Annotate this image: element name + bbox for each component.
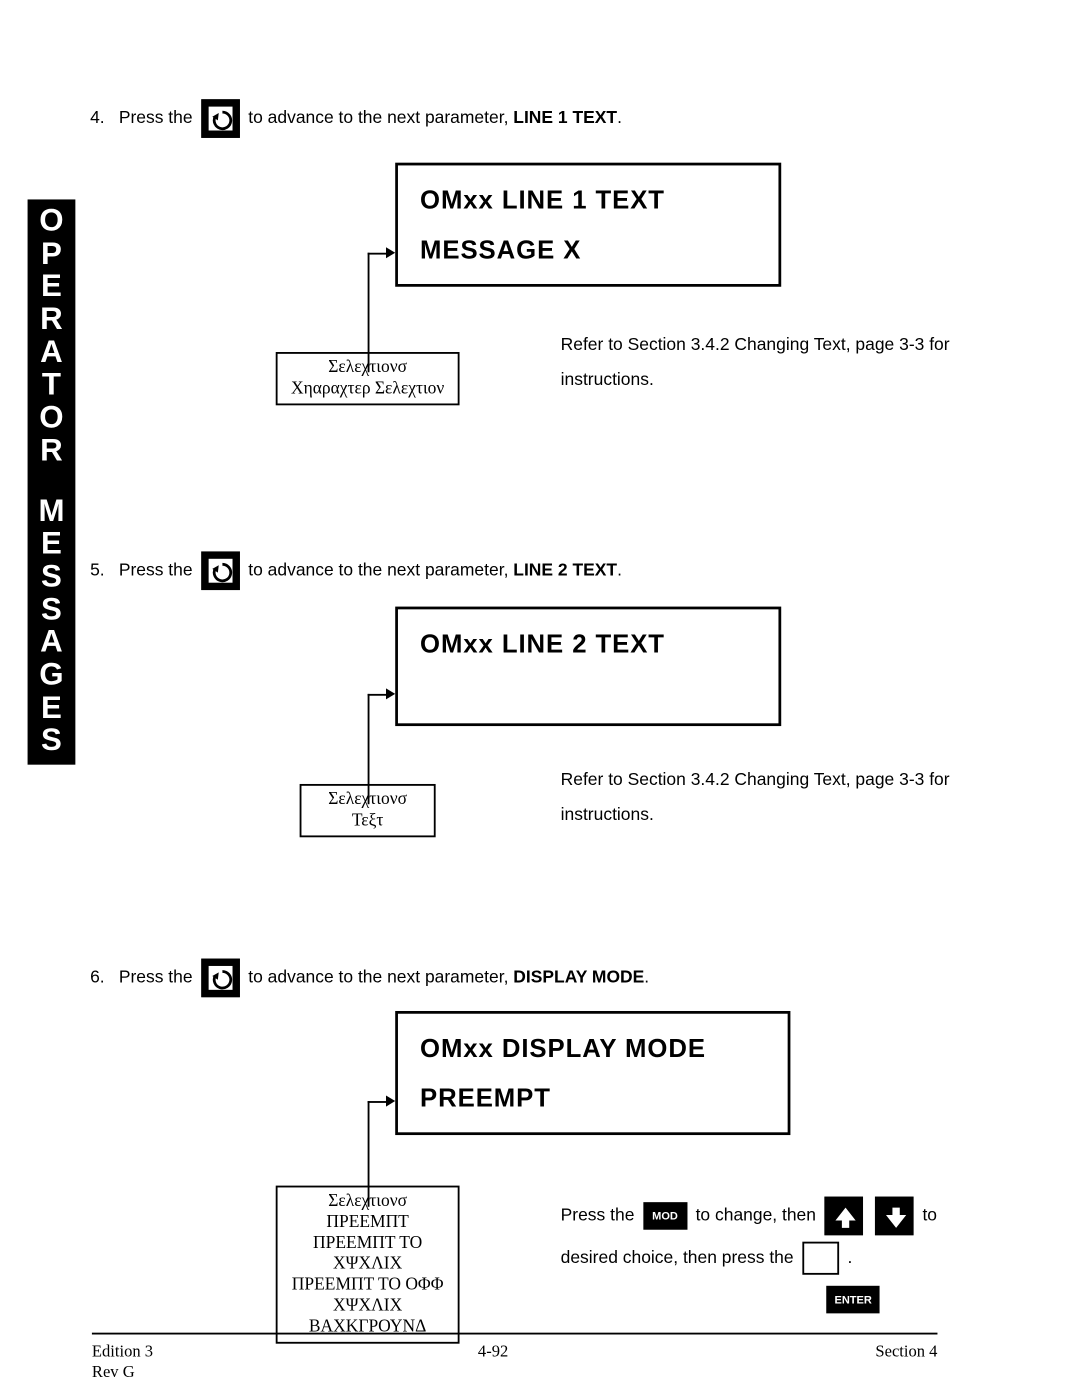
step-4-number: 4. xyxy=(90,108,114,128)
enter-key-icon: ENTER xyxy=(827,1286,880,1314)
step-6-sel-l6: ΒΑΧΚΓΡΟΥΝΔ xyxy=(283,1317,452,1338)
step-5-sel-l2: Τεξτ xyxy=(307,810,428,831)
side-tab-word1: OPERATOR xyxy=(28,205,76,467)
step-6-sel-l1: Σελεχτιονσ xyxy=(283,1191,452,1212)
side-tab-word2: MESSAGES xyxy=(28,495,76,757)
step-4-sel-l1: Σελεχτιονσ xyxy=(283,358,452,379)
step-5-param: LINE 2 TEXT xyxy=(513,561,617,580)
manual-page: OPERATOR MESSAGES 4. Press the to advanc… xyxy=(0,0,993,1397)
blank-key-icon xyxy=(802,1241,839,1274)
step-6-key-sequence: Press the MOD to change, then to desired… xyxy=(561,1195,984,1321)
cycle-key-icon xyxy=(201,551,240,590)
footer-rule xyxy=(92,1333,938,1335)
seq-a: Press the xyxy=(561,1206,635,1225)
step-5-number: 5. xyxy=(90,561,114,581)
step-6-display-line2: PREEMPT xyxy=(420,1084,771,1113)
step-4-selection-box: Σελεχτιονσ Χηαραχτερ Σελεχτιον xyxy=(276,352,460,405)
footer-page-number: 4-92 xyxy=(478,1342,508,1361)
step-6-sel-l3: ΠΡΕΕΜΠΤ ΤΟ ΧΨΧΛΙΧ xyxy=(283,1233,452,1275)
step-4-display-line1: OMxx LINE 1 TEXT xyxy=(420,186,762,215)
step-6-number: 6. xyxy=(90,968,114,988)
step-4-param: LINE 1 TEXT xyxy=(513,108,617,127)
step-4-sel-l2: Χηαραχτερ Σελεχτιον xyxy=(283,378,452,399)
footer-edition: Edition 3 xyxy=(92,1342,153,1361)
step-6-sel-l5: ΧΨΧΛΙΧ xyxy=(283,1296,452,1317)
step-5-display-box: OMxx LINE 2 TEXT xyxy=(395,607,781,726)
step-5-post: to advance to the next parameter, xyxy=(248,561,508,580)
arrow-up-key-icon xyxy=(825,1197,864,1236)
arrowhead-icon xyxy=(386,1096,395,1107)
seq-b: to change, then xyxy=(696,1206,816,1225)
step-4-post: to advance to the next parameter, xyxy=(248,108,508,127)
seq-d: desired choice, then press the xyxy=(561,1248,794,1267)
step-6-instruction: 6. Press the to advance to the next para… xyxy=(90,959,649,998)
side-tab-operator-messages: OPERATOR MESSAGES xyxy=(28,199,76,764)
cycle-key-icon xyxy=(201,959,240,998)
seq-e: . xyxy=(847,1248,852,1267)
step-4-pre: Press the xyxy=(119,108,193,127)
footer-section: Section 4 xyxy=(875,1342,937,1361)
step-4-display-box: OMxx LINE 1 TEXT MESSAGE X xyxy=(395,163,781,287)
step-4-refer-text: Refer to Section 3.4.2 Changing Text, pa… xyxy=(561,328,956,398)
arrowhead-icon xyxy=(386,247,395,258)
step-6-pre: Press the xyxy=(119,968,193,987)
step-5-selection-box: Σελεχτιονσ Τεξτ xyxy=(300,784,436,837)
step-5-pre: Press the xyxy=(119,561,193,580)
step-5-sel-l1: Σελεχτιονσ xyxy=(307,789,428,810)
arrow-down-key-icon xyxy=(875,1197,914,1236)
step-4-instruction: 4. Press the to advance to the next para… xyxy=(90,99,622,138)
step-6-display-line1: OMxx DISPLAY MODE xyxy=(420,1034,771,1063)
step-6-selection-box: Σελεχτιονσ ΠΡΕΕΜΠΤ ΠΡΕΕΜΠΤ ΤΟ ΧΨΧΛΙΧ ΠΡΕ… xyxy=(276,1186,460,1344)
flow-line xyxy=(368,694,386,696)
flow-line xyxy=(368,253,386,255)
step-6-param: DISPLAY MODE xyxy=(513,968,644,987)
step-6-sel-l2: ΠΡΕΕΜΠΤ xyxy=(283,1212,452,1233)
mod-key-icon: MOD xyxy=(643,1202,687,1230)
cycle-key-icon xyxy=(201,99,240,138)
flow-line xyxy=(368,1101,386,1103)
seq-c: to xyxy=(922,1206,937,1225)
step-6-sel-l4: ΠΡΕΕΜΠΤ ΤΟ ΟΦΦ xyxy=(283,1275,452,1296)
step-4-display-line2: MESSAGE X xyxy=(420,235,762,264)
footer-rev: Rev G xyxy=(92,1362,135,1381)
step-6-post: to advance to the next parameter, xyxy=(248,968,508,987)
step-5-instruction: 5. Press the to advance to the next para… xyxy=(90,551,622,590)
step-5-display-line1: OMxx LINE 2 TEXT xyxy=(420,630,762,659)
step-6-display-box: OMxx DISPLAY MODE PREEMPT xyxy=(395,1011,790,1135)
arrowhead-icon xyxy=(386,688,395,699)
step-5-refer-text: Refer to Section 3.4.2 Changing Text, pa… xyxy=(561,763,956,833)
